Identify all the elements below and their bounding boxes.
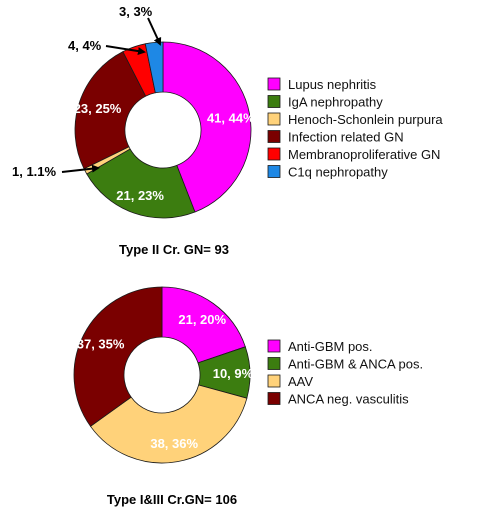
slice-label-anti-gbm-pos: 21, 20% bbox=[178, 312, 226, 327]
legend-swatch-anti-gbm-anca-pos bbox=[267, 357, 281, 370]
slice-label-iga-nephropathy: 21, 23% bbox=[116, 188, 164, 203]
legend: Anti-GBM pos. Anti-GBM & ANCA pos. AAV ANCA… bbox=[267, 339, 423, 407]
slice-iga-nephropathy bbox=[86, 148, 196, 219]
legend-swatch-iga-nephropathy bbox=[267, 95, 281, 108]
legend-label-anti-gbm-pos: Anti-GBM pos. bbox=[288, 339, 373, 354]
callout-label-membranoproliferative-gn: 4, 4% bbox=[68, 38, 102, 53]
legend-label-anca-neg-vasculitis: ANCA neg. vasculitis bbox=[288, 392, 409, 407]
donut-chart-type-i-iii: 21, 20% 10, 9% 38, 36% 37, 35% Anti-GBM pos.… bbox=[73, 286, 423, 507]
legend-label-aav: AAV bbox=[288, 374, 313, 389]
donut-chart-type-ii: 41, 44% 21, 23% 1, 1.1% 23, 25% 4, 4% 3, 3% Lu… bbox=[12, 4, 443, 257]
slice-infection-related-gn bbox=[74, 51, 147, 170]
slice-label-lupus-nephritis: 41, 44% bbox=[207, 110, 255, 125]
slice-lupus-nephritis bbox=[162, 41, 252, 213]
legend-swatch-anca-neg-vasculitis bbox=[267, 392, 281, 405]
legend-label-lupus-nephritis: Lupus nephritis bbox=[288, 77, 377, 92]
legend-label-iga-nephropathy: IgA nephropathy bbox=[288, 95, 383, 110]
slice-c1q-nephropathy bbox=[144, 41, 164, 94]
legend-label-c1q-nephropathy: C1q nephropathy bbox=[288, 165, 388, 180]
callout-label-c1q-nephropathy: 3, 3% bbox=[119, 4, 153, 19]
legend-swatch-infection-related-gn bbox=[267, 130, 281, 143]
slice-label-infection-related-gn: 23, 25% bbox=[74, 101, 122, 116]
slice-anca-neg-vasculitis bbox=[73, 286, 163, 427]
legend-swatch-henoch-schonlein-purpura bbox=[267, 112, 281, 126]
slice-anti-gbm-pos bbox=[161, 286, 246, 364]
legend-swatch-aav bbox=[267, 374, 281, 388]
slices bbox=[74, 41, 252, 219]
legend-label-henoch-schonlein-purpura: Henoch-Schonlein purpura bbox=[288, 112, 443, 127]
legend-label-anti-gbm-anca-pos: Anti-GBM & ANCA pos. bbox=[288, 357, 423, 372]
slices bbox=[73, 286, 251, 464]
slice-label-anti-gbm-anca-pos: 10, 9% bbox=[213, 366, 254, 381]
slice-aav bbox=[89, 384, 248, 464]
chart-title: Type I&III Cr.GN= 106 bbox=[107, 492, 237, 507]
callout-label-henoch-schonlein-purpura: 1, 1.1% bbox=[12, 164, 57, 179]
legend: Lupus nephritis IgA nephropathy Henoch-Sch… bbox=[267, 77, 443, 180]
chart-title: Type II Cr. GN= 93 bbox=[119, 242, 229, 257]
callout-arrow-membranoproliferative-gn bbox=[105, 45, 146, 56]
slice-label-anca-neg-vasculitis: 37, 35% bbox=[77, 336, 125, 351]
legend-swatch-membranoproliferative-gn bbox=[267, 147, 281, 161]
legend-swatch-c1q-nephropathy bbox=[267, 165, 281, 178]
legend-label-infection-related-gn: Infection related GN bbox=[288, 130, 404, 145]
legend-swatch-anti-gbm-pos bbox=[267, 339, 281, 353]
legend-label-membranoproliferative-gn: Membranoproliferative GN bbox=[288, 147, 440, 162]
slice-label-aav: 38, 36% bbox=[150, 436, 198, 451]
callout-arrow-c1q-nephropathy bbox=[147, 17, 162, 46]
legend-swatch-lupus-nephritis bbox=[267, 77, 281, 91]
callout-arrow-henoch-schonlein-purpura bbox=[61, 164, 100, 173]
